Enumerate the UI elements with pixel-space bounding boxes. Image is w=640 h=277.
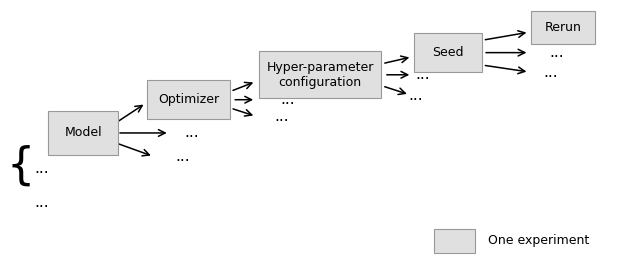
Text: Seed: Seed (432, 46, 464, 59)
FancyBboxPatch shape (147, 80, 230, 119)
FancyBboxPatch shape (434, 229, 475, 253)
FancyBboxPatch shape (48, 111, 118, 155)
FancyBboxPatch shape (415, 33, 481, 72)
Text: ...: ... (543, 65, 557, 80)
Text: ...: ... (550, 45, 564, 60)
Text: ...: ... (415, 67, 429, 82)
Text: ...: ... (35, 161, 49, 176)
Text: ...: ... (281, 92, 295, 107)
FancyBboxPatch shape (531, 11, 595, 44)
Text: ...: ... (35, 195, 49, 210)
FancyBboxPatch shape (259, 51, 381, 98)
Text: Hyper-parameter
configuration: Hyper-parameter configuration (266, 61, 374, 89)
Text: One experiment: One experiment (488, 235, 589, 247)
Text: Optimizer: Optimizer (158, 93, 220, 106)
Text: Model: Model (65, 127, 102, 139)
Text: ...: ... (275, 109, 289, 124)
Text: ...: ... (175, 149, 189, 164)
Text: {: { (6, 145, 35, 188)
Text: Rerun: Rerun (545, 21, 582, 34)
Text: ...: ... (185, 125, 199, 140)
Text: ...: ... (409, 88, 423, 103)
